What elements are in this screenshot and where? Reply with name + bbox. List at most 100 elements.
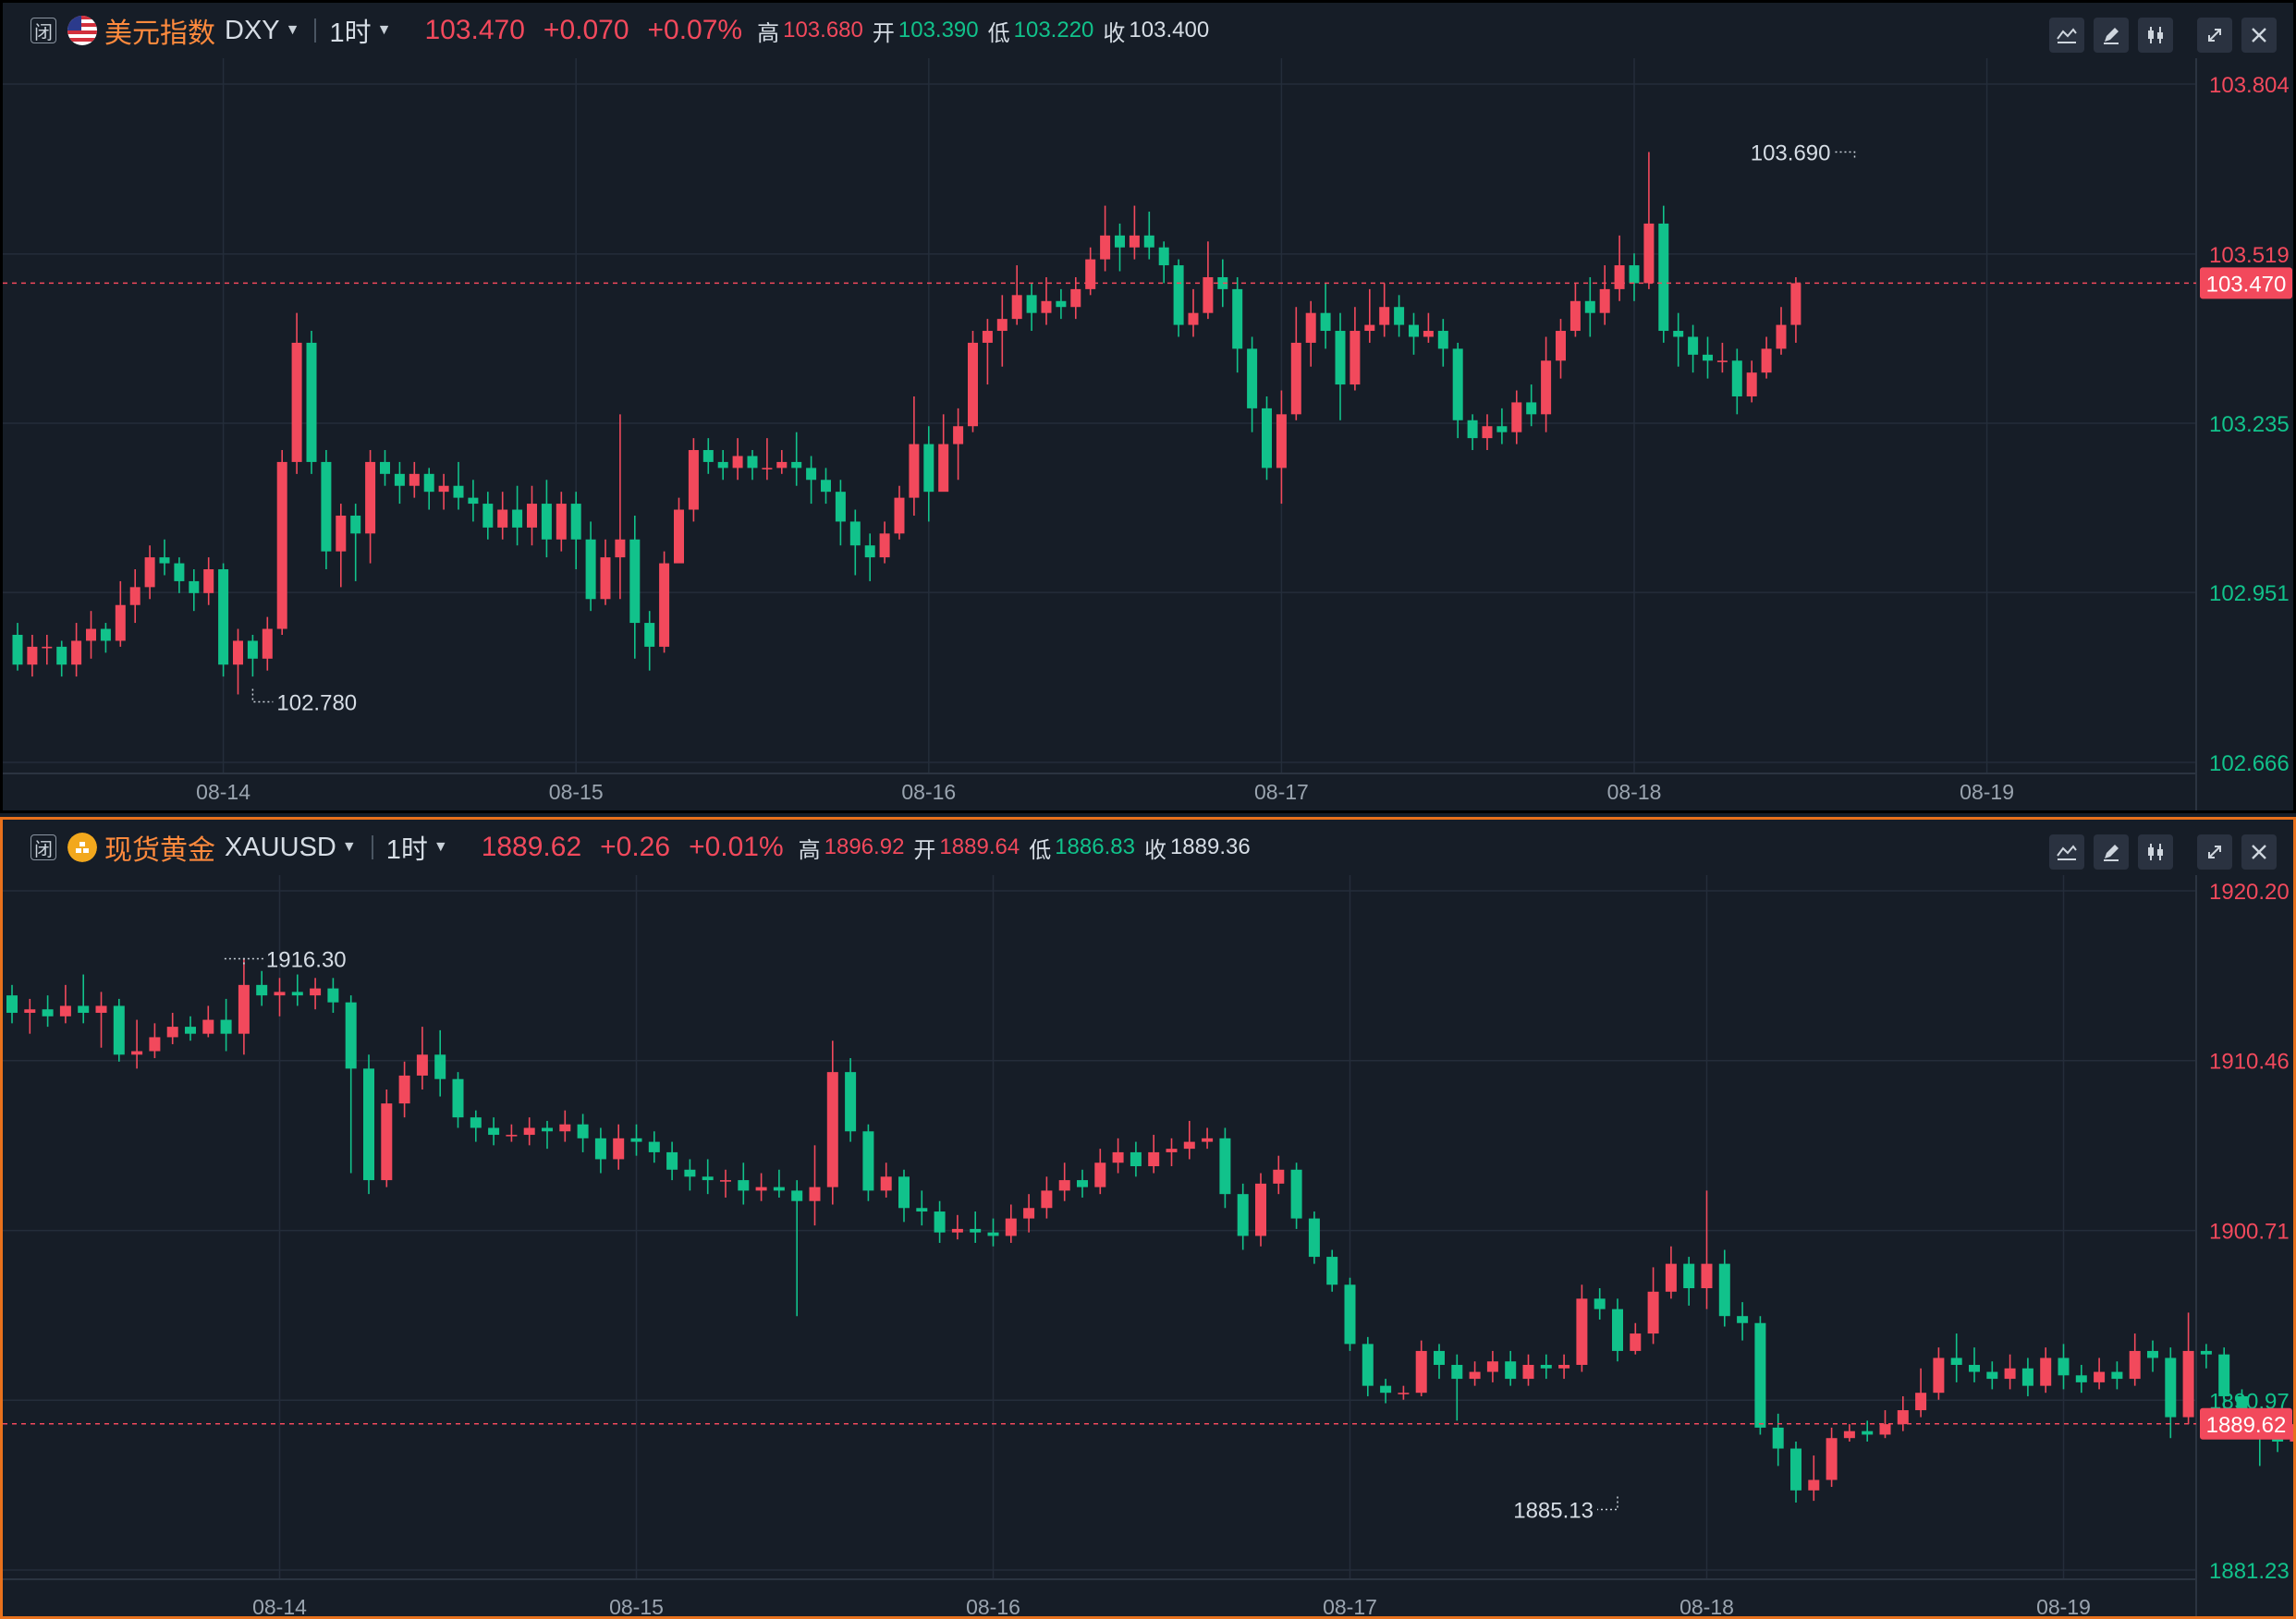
candle (615, 414, 626, 600)
candle (1166, 1138, 1178, 1166)
candle-body (541, 504, 552, 540)
candle (350, 504, 361, 581)
xauusd-candlestick-chart[interactable]: 1920.201910.461900.711890.971881.2308-14… (3, 820, 2293, 1616)
draw-icon[interactable] (2094, 18, 2129, 53)
candle (1217, 259, 1228, 308)
close-icon[interactable] (2241, 18, 2277, 53)
candle (648, 1131, 660, 1163)
candle (894, 485, 905, 540)
candle (1173, 259, 1184, 337)
candle-body (1688, 336, 1699, 355)
candle (2004, 1354, 2016, 1390)
candle-body (1629, 265, 1640, 284)
candle (1452, 342, 1463, 439)
candle (1308, 1211, 1320, 1264)
draw-icon[interactable] (2094, 834, 2129, 870)
close-icon[interactable] (2241, 834, 2277, 870)
candle-body (470, 1117, 482, 1128)
candle (806, 456, 817, 505)
low-value: 1886.83 (1055, 834, 1135, 859)
candle (416, 1027, 428, 1090)
chevron-down-icon[interactable]: ▼ (433, 839, 448, 855)
candle (1683, 1257, 1695, 1306)
candle (1558, 1354, 1570, 1380)
chevron-down-icon[interactable]: ▼ (285, 22, 300, 38)
candle-body (144, 557, 155, 588)
candle (629, 515, 641, 659)
chevron-down-icon[interactable]: ▼ (376, 22, 392, 38)
candle-body (1643, 223, 1655, 284)
candle-body (755, 1187, 767, 1191)
candle (1467, 414, 1478, 451)
indicator-icon[interactable] (2049, 18, 2084, 53)
current-price-tag-label: 1889.62 (2206, 1413, 2287, 1438)
indicator-icon[interactable] (2049, 834, 2084, 870)
candle-type-icon[interactable] (2138, 18, 2173, 53)
candle (659, 551, 670, 653)
candle-body (1041, 300, 1052, 313)
candle-body (2129, 1350, 2141, 1380)
candle-body (256, 984, 268, 996)
candle-body (159, 557, 170, 564)
candle (1614, 235, 1625, 301)
candle (776, 450, 788, 474)
candle-body (996, 319, 1008, 332)
grid-lines (3, 58, 2196, 773)
price-change: +0.070 (543, 15, 629, 45)
candle (129, 569, 140, 624)
candle-body (497, 509, 508, 528)
candle (1688, 324, 1699, 373)
candle-body (659, 563, 670, 647)
candle (791, 432, 802, 486)
candle-body (321, 461, 332, 552)
interval-selector[interactable]: 1时 (385, 835, 428, 865)
candle (1219, 1127, 1231, 1209)
candle-body (864, 545, 875, 558)
last-price: 103.470 (424, 15, 525, 45)
candle-body (345, 1002, 357, 1069)
candle-body (1843, 1430, 1855, 1439)
candle (2021, 1357, 2033, 1396)
candle (738, 1163, 750, 1205)
candle (1540, 1354, 1552, 1380)
candle-body (923, 444, 934, 493)
candle-body (644, 623, 655, 647)
candle-body (1232, 288, 1243, 349)
candle-body (1350, 331, 1361, 385)
candle-body (849, 521, 861, 546)
candle (56, 640, 67, 677)
candle-body (1522, 1365, 1534, 1380)
instrument-symbol[interactable]: XAUUSD (225, 832, 336, 862)
candle (1746, 360, 1757, 403)
candle (666, 1141, 678, 1181)
candle (938, 414, 949, 493)
candle-body (1437, 331, 1448, 349)
candle-body (1273, 1169, 1285, 1184)
open-label: 开 (913, 837, 936, 863)
instrument-symbol[interactable]: DXY (225, 15, 280, 45)
candle (185, 1016, 196, 1041)
candle-body (1290, 1169, 1302, 1219)
candle (42, 634, 53, 665)
candle (1969, 1347, 1980, 1382)
x-tick-label: 08-16 (966, 1595, 1020, 1616)
candle-body (1056, 300, 1067, 308)
candle-body (1320, 312, 1331, 332)
candle-body (1129, 235, 1140, 248)
chevron-down-icon[interactable]: ▼ (341, 839, 357, 855)
candle-type-icon[interactable] (2138, 834, 2173, 870)
candle-body (189, 580, 200, 593)
candle (453, 461, 464, 510)
interval-selector[interactable]: 1时 (329, 18, 372, 48)
candle (1100, 205, 1111, 272)
expand-icon[interactable] (2197, 834, 2232, 870)
candle (2058, 1344, 2070, 1390)
candle-body (291, 992, 303, 996)
candle-body (59, 1005, 71, 1016)
candle (2111, 1361, 2123, 1390)
dxy-candlestick-chart[interactable]: 103.804 103.519 103.235 102.951 102.666 08-14… (3, 3, 2293, 810)
candle (1364, 288, 1375, 343)
expand-icon[interactable] (2197, 18, 2232, 53)
candle-body (982, 331, 993, 343)
candle (1398, 1385, 1410, 1400)
